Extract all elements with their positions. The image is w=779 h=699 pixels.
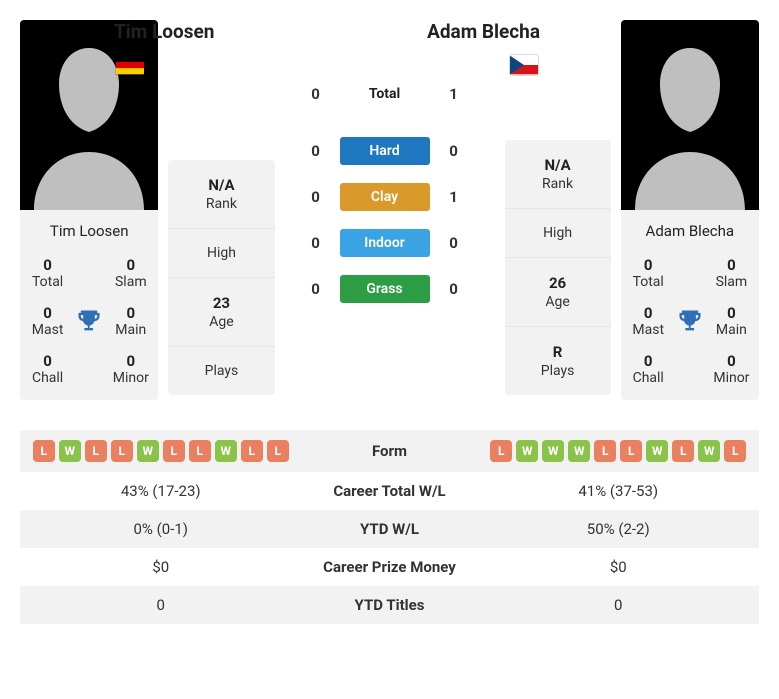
- ytd-wl-label: YTD W/L: [290, 520, 490, 538]
- p1-rank: N/A Rank: [168, 160, 274, 229]
- loss-badge: L: [33, 440, 55, 462]
- loss-badge: L: [163, 440, 185, 462]
- surface-hard[interactable]: Hard: [340, 137, 430, 165]
- form-label: Form: [290, 442, 490, 460]
- h2h-names: Tim Loosen Adam Blecha: [112, 20, 542, 43]
- win-badge: W: [646, 440, 668, 462]
- silhouette-icon: [20, 20, 158, 210]
- p2-form: LWWWLLWLWL: [490, 440, 748, 462]
- loss-badge: L: [241, 440, 263, 462]
- loss-badge: L: [111, 440, 133, 462]
- p1-career-wl: 43% (17-23): [32, 482, 290, 500]
- p2-titles-main: 0 Main: [710, 304, 753, 338]
- p1-ytd-wl: 0% (0-1): [32, 520, 290, 538]
- win-badge: W: [542, 440, 564, 462]
- row-ytd-titles: 0 YTD Titles 0: [20, 586, 759, 624]
- p2-titles-chall: 0 Chall: [627, 352, 670, 386]
- silhouette-icon: [621, 20, 759, 210]
- flag-p1: [116, 55, 144, 75]
- p2-rank: N/A Rank: [505, 140, 611, 209]
- p1-form: LWLLWLLWLL: [32, 440, 290, 462]
- ytd-titles-label: YTD Titles: [290, 596, 490, 614]
- player2-photo: [621, 20, 759, 210]
- h2h-name-p1: Tim Loosen: [112, 20, 327, 43]
- h2h-clay: 0 Clay 1: [285, 183, 485, 211]
- player2-card: Adam Blecha 0 Total 0 Slam 0 Mast 0 Main: [621, 20, 759, 400]
- p2-prize: $0: [490, 558, 748, 576]
- p2-titles-mast: 0 Mast: [627, 304, 670, 338]
- win-badge: W: [137, 440, 159, 462]
- h2h-indoor: 0 Indoor 0: [285, 229, 485, 257]
- player1-card: Tim Loosen 0 Total 0 Slam 0 Mast 0 Main: [20, 20, 158, 400]
- h2h-hard: 0 Hard 0: [285, 137, 485, 165]
- win-badge: W: [516, 440, 538, 462]
- row-career-wl: 43% (17-23) Career Total W/L 41% (37-53): [20, 472, 759, 510]
- flag-p2: [510, 55, 538, 75]
- win-badge: W: [698, 440, 720, 462]
- surface-grass[interactable]: Grass: [340, 275, 430, 303]
- p1-plays: Plays: [168, 347, 274, 395]
- loss-badge: L: [267, 440, 289, 462]
- p1-titles-main: 0 Main: [109, 304, 152, 338]
- row-form: LWLLWLLWLL Form LWWWLLWLWL: [20, 430, 759, 472]
- p2-high: High: [505, 209, 611, 258]
- flag-row: [112, 55, 542, 75]
- p2-ytd-titles: 0: [490, 596, 748, 614]
- row-ytd-wl: 0% (0-1) YTD W/L 50% (2-2): [20, 510, 759, 548]
- p2-career-wl: 41% (37-53): [490, 482, 748, 500]
- win-badge: W: [59, 440, 81, 462]
- p2-plays: R Plays: [505, 327, 611, 395]
- player2-titles: 0 Total 0 Slam 0 Mast 0 Main 0 Chall: [621, 252, 759, 400]
- trophy-icon: [670, 307, 710, 335]
- win-badge: W: [215, 440, 237, 462]
- p2-titles-slam: 0 Slam: [710, 256, 753, 290]
- trophy-icon: [69, 307, 109, 335]
- p1-prize: $0: [32, 558, 290, 576]
- p1-titles-slam: 0 Slam: [109, 256, 152, 290]
- p1-age: 23 Age: [168, 278, 274, 347]
- player1-stats: N/A Rank High 23 Age Plays: [168, 160, 274, 395]
- loss-badge: L: [490, 440, 512, 462]
- player2-stats: N/A Rank High 26 Age R Plays: [505, 140, 611, 395]
- p2-age: 26 Age: [505, 258, 611, 327]
- comparison-table: LWLLWLLWLL Form LWWWLLWLWL 43% (17-23) C…: [20, 430, 759, 624]
- loss-badge: L: [724, 440, 746, 462]
- loss-badge: L: [189, 440, 211, 462]
- p1-titles-mast: 0 Mast: [26, 304, 69, 338]
- row-prize: $0 Career Prize Money $0: [20, 548, 759, 586]
- surface-clay[interactable]: Clay: [340, 183, 430, 211]
- player1-titles: 0 Total 0 Slam 0 Mast 0 Main 0 Chall: [20, 252, 158, 400]
- top-section: Tim Loosen 0 Total 0 Slam 0 Mast 0 Main: [20, 20, 759, 400]
- player2-name: Adam Blecha: [642, 210, 739, 252]
- loss-badge: L: [620, 440, 642, 462]
- win-badge: W: [568, 440, 590, 462]
- h2h-name-p2: Adam Blecha: [327, 20, 542, 43]
- loss-badge: L: [85, 440, 107, 462]
- p2-titles-minor: 0 Minor: [710, 352, 753, 386]
- player1-name: Tim Loosen: [46, 210, 133, 252]
- loss-badge: L: [594, 440, 616, 462]
- p1-ytd-titles: 0: [32, 596, 290, 614]
- p1-titles-total: 0 Total: [26, 256, 69, 290]
- prize-label: Career Prize Money: [290, 558, 490, 576]
- h2h-column: Tim Loosen Adam Blecha 0 Total 1 0 Hard …: [285, 20, 485, 321]
- player1-photo: [20, 20, 158, 210]
- p1-titles-chall: 0 Chall: [26, 352, 69, 386]
- h2h-grass: 0 Grass 0: [285, 275, 485, 303]
- total-label: Total: [340, 86, 430, 102]
- p1-high: High: [168, 229, 274, 278]
- p2-ytd-wl: 50% (2-2): [490, 520, 748, 538]
- p2-titles-total: 0 Total: [627, 256, 670, 290]
- p1-titles-minor: 0 Minor: [109, 352, 152, 386]
- h2h-total: 0 Total 1: [285, 85, 485, 103]
- loss-badge: L: [672, 440, 694, 462]
- career-wl-label: Career Total W/L: [290, 482, 490, 500]
- surface-indoor[interactable]: Indoor: [340, 229, 430, 257]
